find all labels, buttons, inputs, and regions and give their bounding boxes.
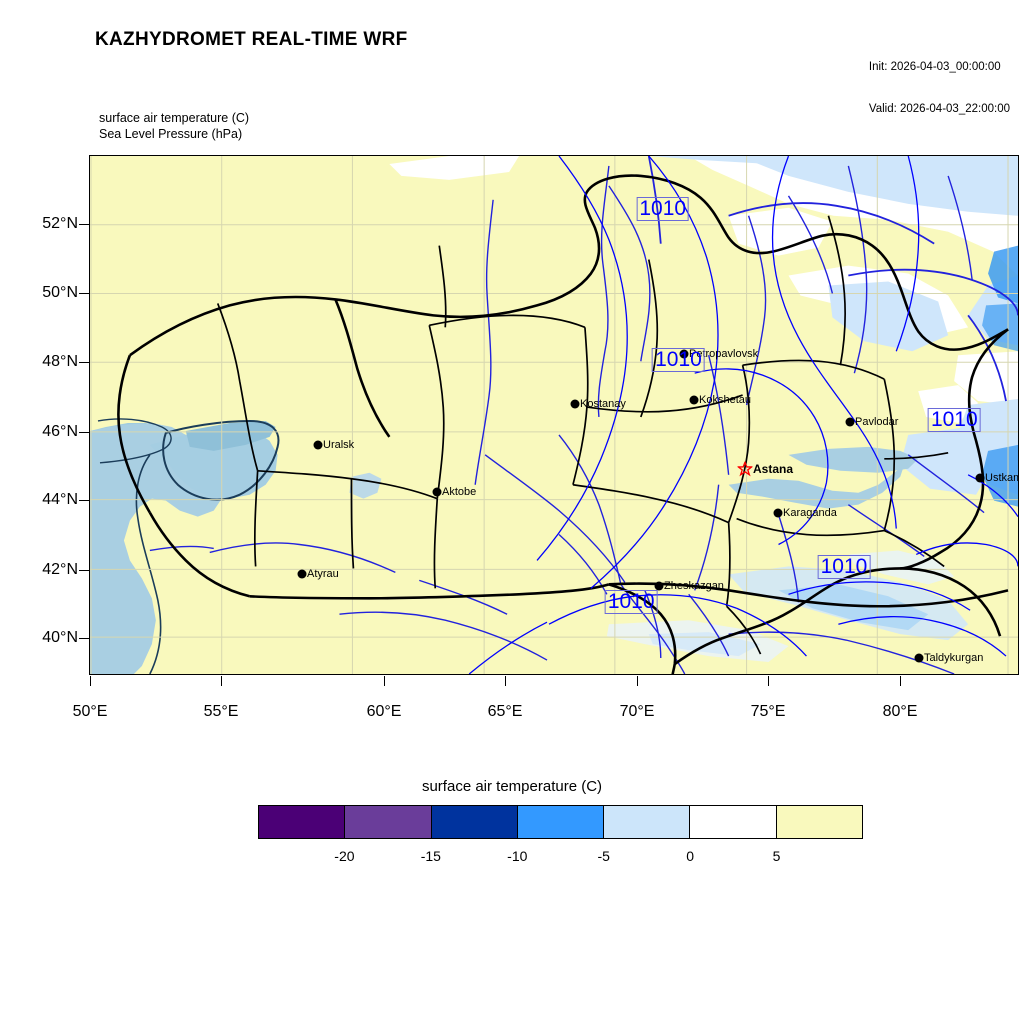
longitude-tick-mark [221,676,222,686]
city-marker-dot [975,473,985,483]
field-labels: surface air temperature (C) Sea Level Pr… [99,110,249,142]
isobar-label: 1010 [817,555,871,580]
isobar-label: 1010 [927,407,981,432]
city-marker-dot [773,508,783,518]
page-title: KAZHYDROMET REAL-TIME WRF [95,29,408,50]
latitude-tick-mark [79,293,89,294]
latitude-tick-mark [79,432,89,433]
longitude-tick-mark [637,676,638,686]
graticule [90,156,1018,674]
map-plot-area: Petropavlovsk Kostanay Kokshetau Pavlodar Ur… [89,155,1019,675]
city-marker-dot [845,417,855,427]
latitude-tick-mark [79,362,89,363]
lake-balkhash [728,446,919,509]
longitude-tick-label: 80°E [882,703,918,720]
rivers [149,165,985,674]
map-graphic [90,156,1018,674]
colorbar-tick-label: -20 [334,848,355,864]
latitude-tick-label: 42°N [42,561,78,578]
city-label: Taldykurgan [924,652,984,664]
latitude-tick-label: 46°N [42,423,78,440]
isobars [468,156,1018,674]
city-label: Kokshetau [699,394,751,406]
field-label-pressure: Sea Level Pressure (hPa) [99,127,243,141]
city-marker-dot [297,569,307,579]
colorbar-tick-label: -10 [507,848,528,864]
city-marker-star [737,461,753,477]
colorbar-segment [345,806,432,838]
longitude-tick-mark [505,676,506,686]
colorbar-segment [259,806,346,838]
model-run-info: Init: 2026-04-03_00:00:00 Valid: 2026-04… [869,32,1010,144]
latitude-tick-mark [79,500,89,501]
city-label: Uralsk [323,439,355,451]
city-label: Atyrau [307,568,339,580]
city-marker-dot [313,440,323,450]
city-label: Aktobe [442,486,477,498]
latitude-tick-label: 48°N [42,353,78,370]
longitude-tick-label: 75°E [750,703,786,720]
city-marker-dot [679,349,689,359]
latitude-tick-mark [79,638,89,639]
colorbar-tick-label: -5 [597,848,610,864]
longitude-tick-mark [384,676,385,686]
city-label: Karaganda [783,507,837,519]
longitude-tick-label: 65°E [487,703,523,720]
colorbar-tick-label: -15 [420,848,441,864]
city-marker-dot [570,399,580,409]
city-label: Zheskazgan [664,580,724,592]
province-borders [216,215,949,655]
colorbar-segment [604,806,691,838]
isobar-label: 1010 [652,347,705,372]
field-label-temperature: surface air temperature (C) [99,111,250,125]
major-rivers [647,156,1018,402]
caspian-east-coast [135,454,162,674]
isobar-label: 1010 [604,590,658,615]
city-marker-dot [914,653,924,663]
city-label: Astana [753,462,794,476]
longitude-tick-mark [900,676,901,686]
colorbar-title: surface air temperature (C) [421,778,603,795]
latitude-tick-label: 44°N [42,491,78,508]
valid-time: Valid: 2026-04-03_22:00:00 [868,103,1010,115]
city-label: Kostanay [580,398,626,410]
init-time: Init: 2026-04-03_00:00:00 [868,61,1001,73]
latitude-tick-label: 52°N [42,215,78,232]
longitude-tick-label: 55°E [203,703,239,720]
city-marker-dot [689,395,699,405]
colorbar-tick-label: 0 [686,848,695,864]
longitude-tick-label: 60°E [366,703,402,720]
colorbar-segment [776,806,862,838]
latitude-tick-mark [79,224,89,225]
colorbar-segment [431,806,518,838]
colorbar-segment [690,806,777,838]
latitude-tick-label: 40°N [42,629,78,646]
longitude-tick-mark [90,676,91,686]
colorbar-segment [517,806,605,838]
longitude-tick-mark [768,676,769,686]
colorbar-tick-label: 5 [772,848,781,864]
longitude-tick-label: 50°E [72,703,108,720]
city-label: Pavlodar [855,416,899,428]
city-label: Ustkamen [985,472,1018,484]
caspian-north-coast [97,418,172,464]
caspian-sea [90,420,278,674]
city-marker-dot [432,487,442,497]
latitude-tick-mark [79,570,89,571]
city-label: Petropavlovsk [689,348,759,360]
longitude-tick-label: 70°E [619,703,655,720]
city-marker-dot [654,581,664,591]
latitude-tick-label: 50°N [42,284,78,301]
national-borders [117,174,1009,674]
isobar-label: 1010 [636,196,690,221]
colorbar [258,805,863,839]
temperature-band-lightblue [648,156,1018,495]
